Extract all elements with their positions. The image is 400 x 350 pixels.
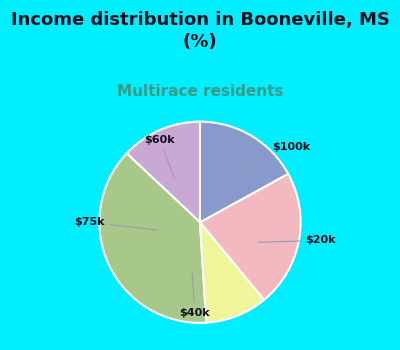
Text: Multirace residents: Multirace residents: [117, 84, 283, 99]
Wedge shape: [200, 122, 288, 222]
Text: $40k: $40k: [180, 273, 210, 318]
Text: $60k: $60k: [144, 135, 175, 177]
Wedge shape: [127, 122, 200, 222]
Wedge shape: [200, 222, 264, 323]
Text: $20k: $20k: [258, 235, 336, 245]
Wedge shape: [99, 153, 206, 323]
Wedge shape: [200, 174, 301, 300]
Text: $75k: $75k: [74, 217, 157, 230]
Text: $100k: $100k: [231, 142, 310, 179]
Text: Income distribution in Booneville, MS
(%): Income distribution in Booneville, MS (%…: [10, 10, 390, 51]
